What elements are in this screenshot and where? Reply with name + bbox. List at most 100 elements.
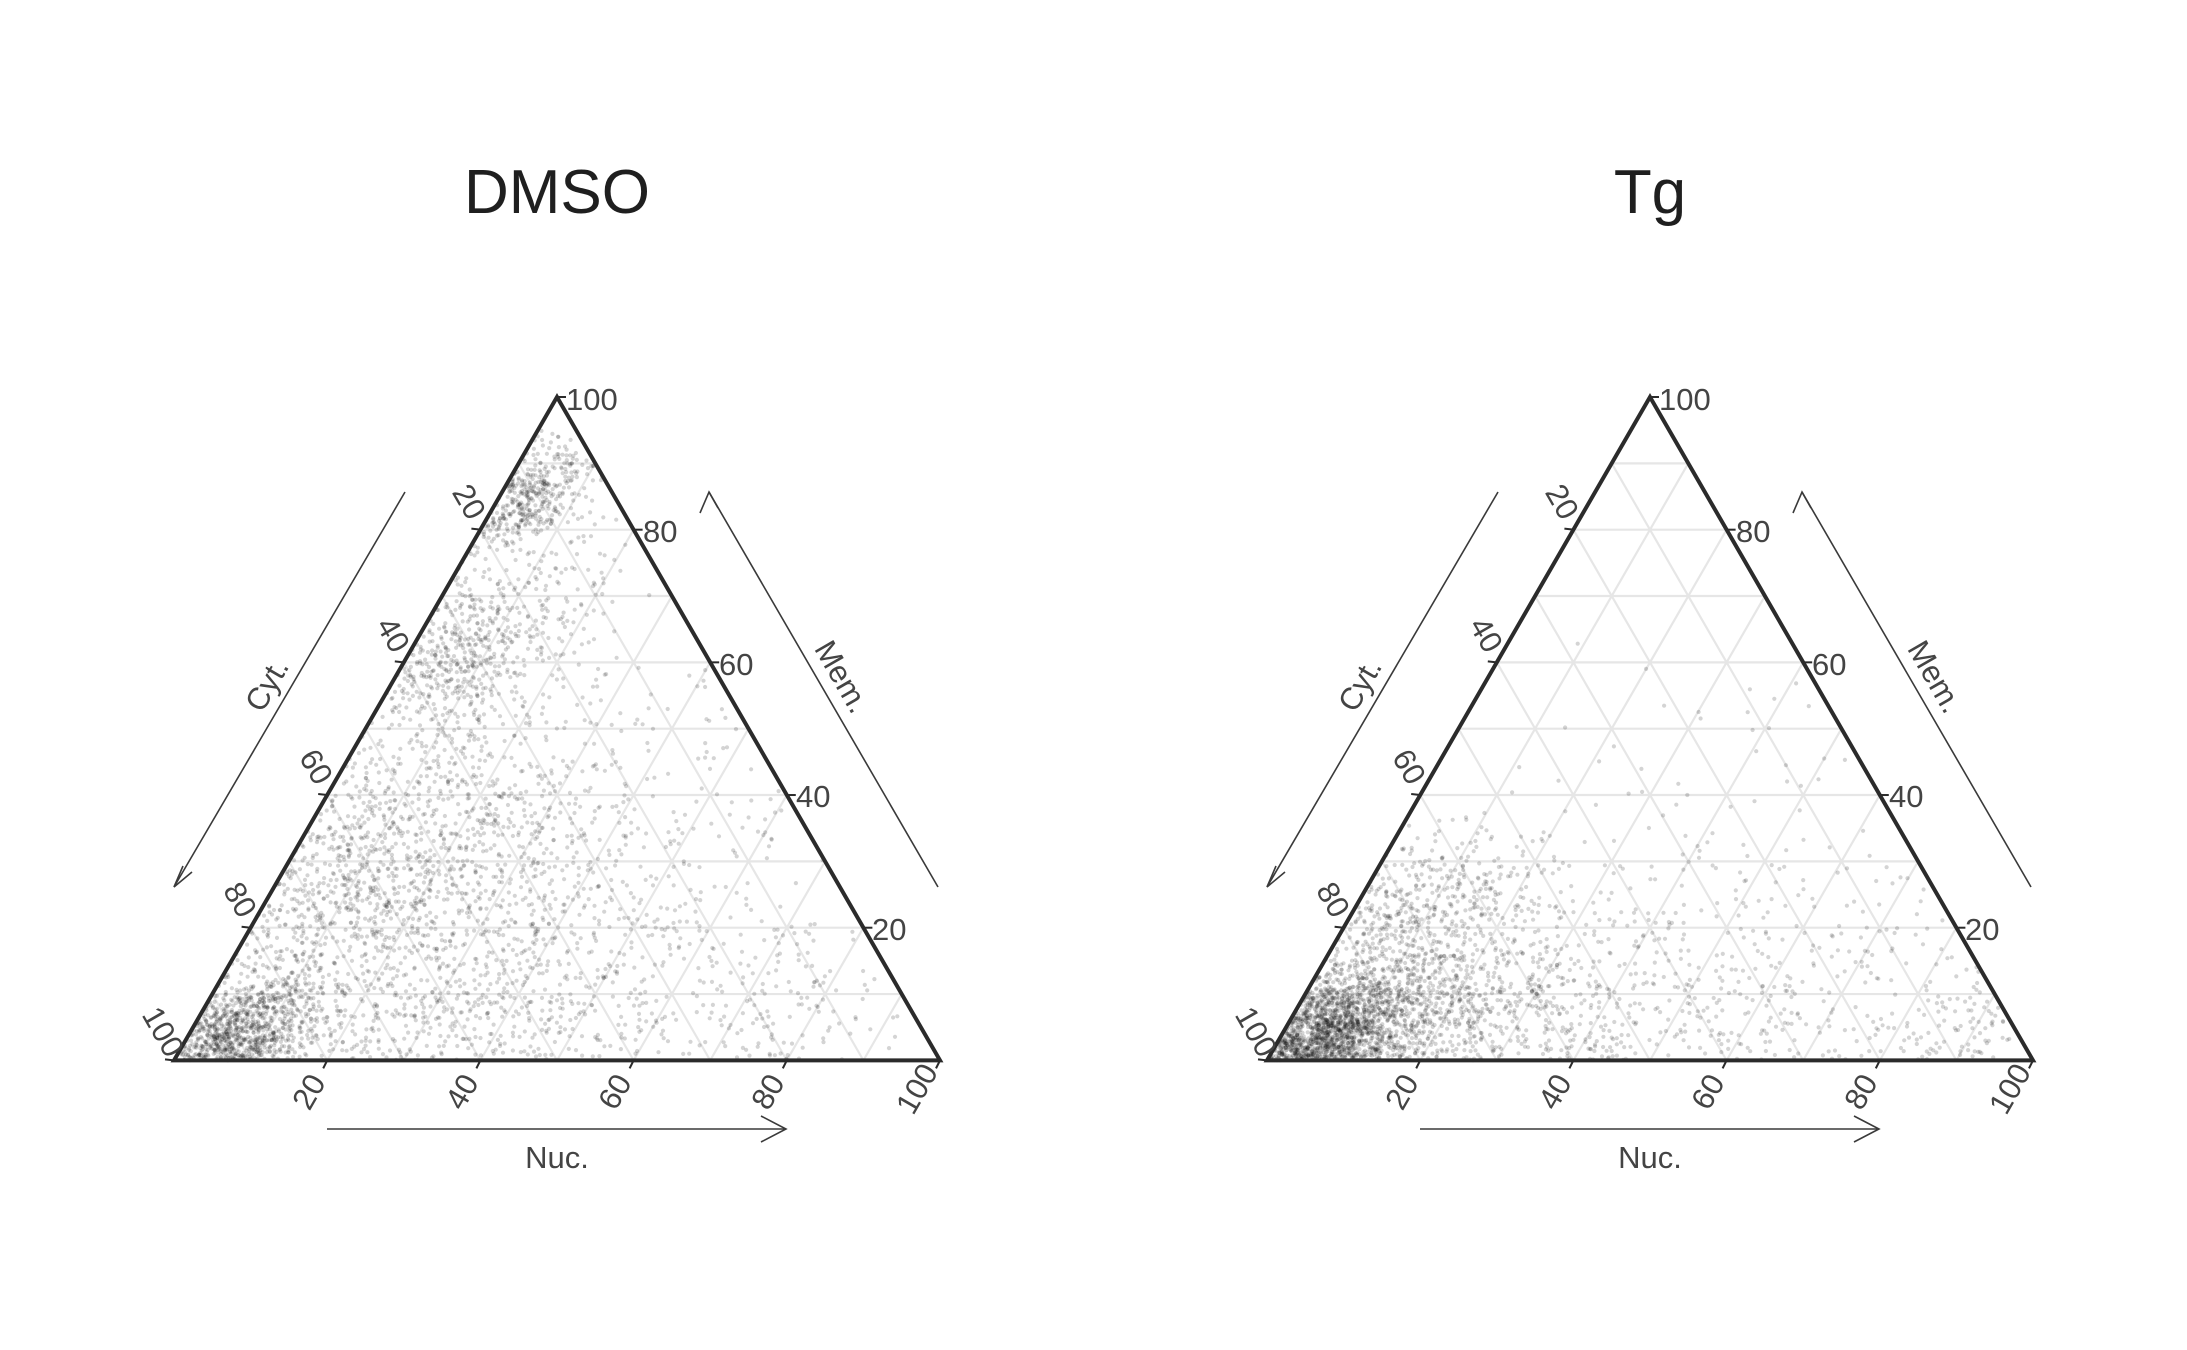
data-point (579, 602, 584, 607)
data-point (595, 1032, 600, 1037)
data-point (703, 755, 708, 760)
data-point (367, 848, 372, 853)
data-point (491, 520, 497, 525)
data-point (579, 515, 585, 520)
data-point (539, 995, 545, 1001)
data-point (207, 1024, 212, 1029)
data-point (232, 1017, 238, 1023)
data-point (576, 1001, 581, 1006)
data-point (368, 1039, 373, 1044)
data-point (565, 599, 570, 604)
data-point (293, 987, 298, 992)
data-point (533, 618, 538, 623)
data-point (410, 800, 415, 805)
data-point (568, 992, 573, 997)
data-point (404, 932, 410, 938)
data-point (822, 974, 828, 979)
data-point (541, 937, 546, 942)
data-point (652, 962, 657, 967)
data-point (213, 1037, 218, 1042)
data-point (300, 958, 305, 963)
data-point (447, 867, 452, 872)
data-point (451, 659, 456, 664)
data-point (480, 691, 485, 696)
data-point (313, 960, 319, 965)
data-point (630, 921, 635, 926)
data-point (640, 955, 645, 960)
data-point (390, 1012, 395, 1017)
data-point (440, 712, 445, 718)
data-point (328, 1042, 333, 1047)
data-point (610, 599, 615, 604)
data-point (331, 1047, 336, 1052)
data-point (234, 1027, 239, 1032)
data-point (282, 1016, 287, 1021)
data-point (201, 1024, 206, 1029)
data-point (800, 1033, 805, 1038)
grid-line (1610, 462, 1958, 1061)
data-point (628, 927, 633, 932)
data-point (450, 1028, 455, 1033)
data-point (552, 815, 558, 820)
data-point (440, 726, 445, 731)
data-point (793, 881, 799, 886)
data-point (609, 887, 615, 893)
data-point (649, 1011, 654, 1016)
data-point (427, 798, 433, 803)
data-point (410, 814, 415, 819)
data-point (262, 1000, 267, 1005)
data-point (274, 1049, 279, 1054)
data-point (239, 1042, 244, 1047)
data-point (591, 930, 596, 935)
data-point (554, 726, 559, 731)
data-point (256, 1025, 261, 1030)
data-point (478, 606, 483, 611)
data-point (513, 783, 518, 788)
data-point (502, 532, 507, 537)
data-point (334, 1004, 339, 1009)
data-point (560, 1001, 565, 1006)
data-point (697, 928, 702, 933)
data-point (497, 879, 502, 885)
data-point (450, 1006, 455, 1011)
data-point (377, 806, 382, 811)
data-point (299, 1029, 304, 1034)
data-point (516, 524, 522, 529)
data-point (188, 1038, 194, 1043)
data-point (490, 779, 495, 784)
data-point (262, 1035, 267, 1040)
data-point (357, 825, 362, 830)
data-point (568, 816, 573, 821)
data-point (231, 1013, 236, 1019)
data-point (540, 602, 545, 608)
data-point (465, 836, 471, 841)
data-point (483, 758, 488, 763)
data-point (402, 884, 407, 889)
data-point (355, 821, 360, 826)
data-point (746, 815, 751, 820)
data-point (527, 550, 532, 555)
data-point (288, 992, 293, 997)
data-point (287, 991, 292, 997)
data-point (203, 1039, 208, 1044)
data-point (423, 657, 428, 662)
data-point (451, 970, 456, 975)
data-point (547, 501, 552, 506)
data-point (402, 1013, 407, 1019)
data-point (765, 1009, 770, 1014)
data-point (350, 1029, 355, 1034)
data-point (249, 1045, 254, 1050)
data-point (594, 677, 599, 682)
data-point (401, 973, 406, 978)
data-point (416, 807, 421, 812)
data-point (242, 1037, 247, 1042)
data-point (507, 902, 512, 907)
data-point (442, 696, 447, 701)
data-point (557, 636, 562, 641)
data-point (244, 1025, 249, 1030)
data-point (636, 1025, 641, 1030)
data-point (516, 628, 521, 634)
data-point (371, 837, 376, 843)
data-point (291, 1035, 296, 1040)
data-point (623, 542, 628, 547)
